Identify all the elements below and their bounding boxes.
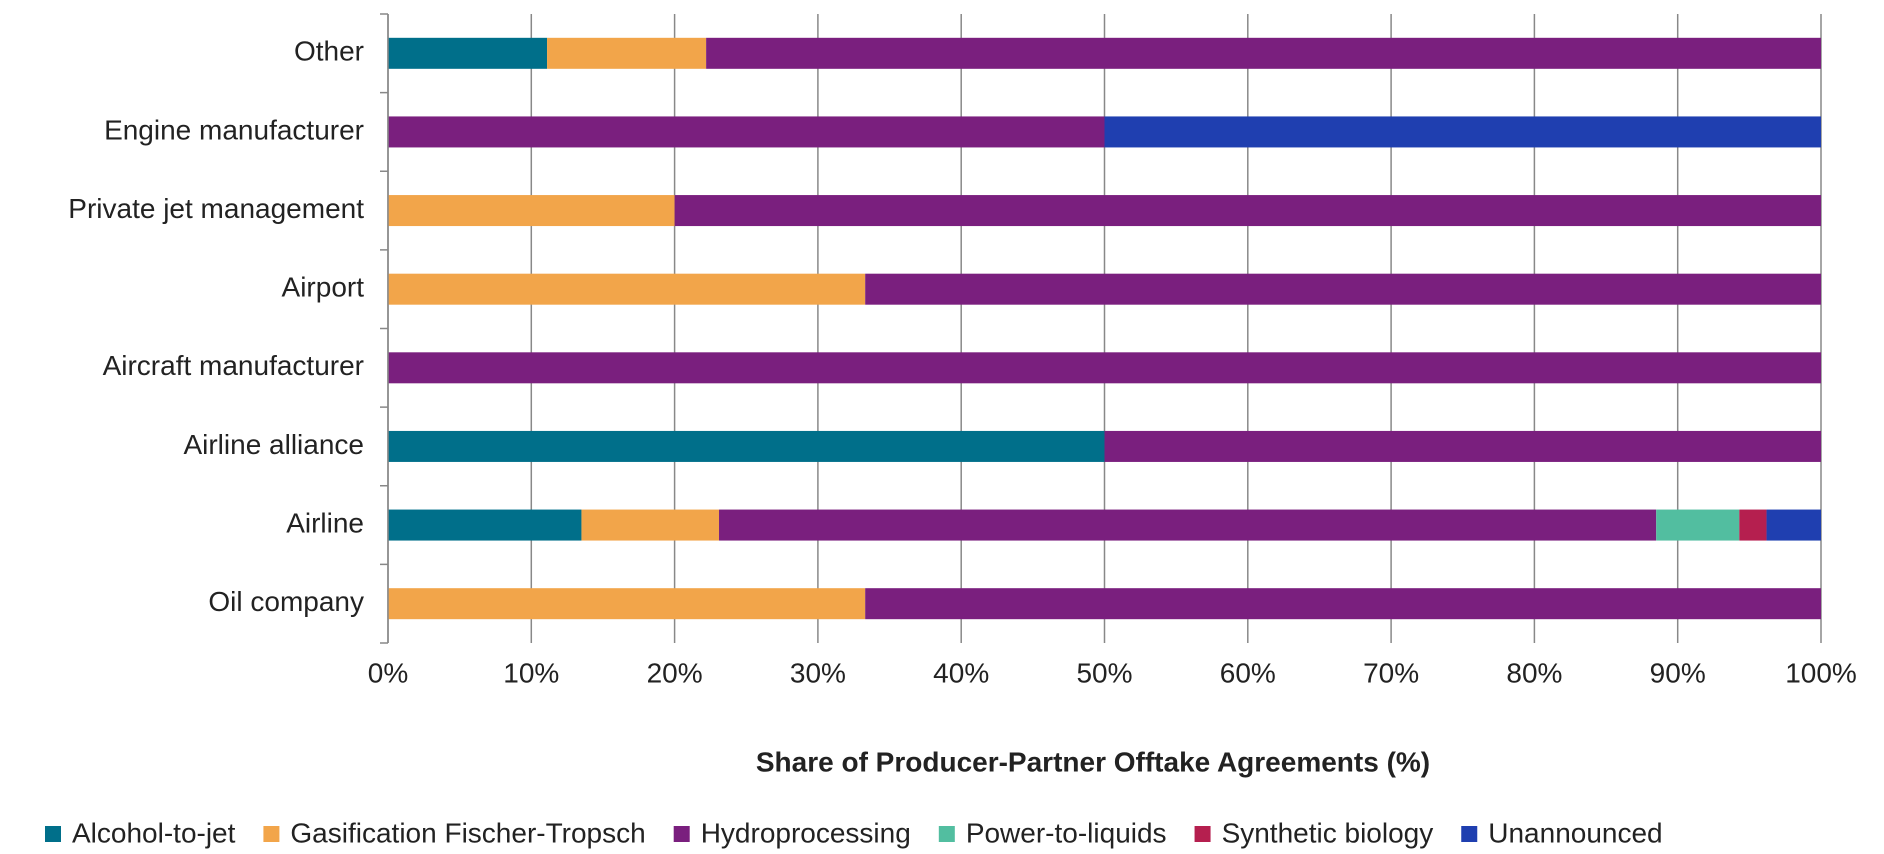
x-tick-label: 40% (933, 657, 989, 688)
legend-label: Unannounced (1488, 817, 1662, 848)
x-tick-label: 0% (368, 657, 408, 688)
bar-segment (719, 509, 1657, 541)
y-tick-label: Private jet management (68, 193, 364, 224)
x-tick-label: 60% (1220, 657, 1276, 688)
bar-segment (1739, 509, 1767, 541)
bar-segment (581, 509, 720, 541)
bar-segment (547, 37, 707, 69)
legend-swatch (938, 826, 955, 842)
legend-swatch (673, 826, 690, 842)
bar-segment (388, 273, 866, 305)
x-tick-label: 100% (1785, 657, 1857, 688)
legend-swatch (1461, 826, 1478, 842)
legend-label: Gasification Fischer-Tropsch (290, 817, 645, 848)
bar-segment (388, 37, 548, 69)
legend-swatch (45, 826, 61, 842)
bar-segment (1766, 509, 1821, 541)
x-tick-label: 30% (790, 657, 846, 688)
bar-segment (388, 509, 582, 541)
legend-label: Power-to-liquids (966, 817, 1167, 848)
bar-segment (706, 37, 1821, 69)
legend-label: Alcohol-to-jet (72, 817, 236, 848)
x-tick-label: 50% (1076, 657, 1132, 688)
bar-segment (674, 195, 1821, 227)
bar-segment (388, 195, 675, 227)
x-tick-label: 70% (1363, 657, 1419, 688)
y-tick-label: Oil company (208, 586, 364, 617)
y-tick-label: Aircraft manufacturer (103, 350, 364, 381)
legend-swatch (1194, 826, 1211, 842)
y-tick-label: Other (294, 36, 364, 67)
bar-segment (865, 273, 1821, 305)
bar-segment (1104, 430, 1821, 462)
y-tick-label: Airline alliance (183, 429, 364, 460)
x-tick-label: 80% (1506, 657, 1562, 688)
legend-swatch (263, 826, 280, 842)
x-tick-label: 90% (1650, 657, 1706, 688)
x-tick-label: 20% (647, 657, 703, 688)
y-tick-label: Airline (286, 507, 364, 538)
bar-segment (1656, 509, 1740, 541)
bar-segment (388, 430, 1105, 462)
legend-label: Synthetic biology (1222, 817, 1434, 848)
x-tick-label: 10% (503, 657, 559, 688)
legend-label: Hydroprocessing (701, 817, 911, 848)
bar-segment (1104, 116, 1821, 148)
y-tick-label: Airport (282, 272, 365, 303)
x-axis-title: Share of Producer-Partner Offtake Agreem… (756, 746, 1430, 777)
bar-segment (388, 352, 1821, 384)
bar-segment (388, 116, 1105, 148)
bar-segment (388, 588, 866, 620)
bar-segment (865, 588, 1821, 620)
y-tick-label: Engine manufacturer (104, 114, 364, 145)
